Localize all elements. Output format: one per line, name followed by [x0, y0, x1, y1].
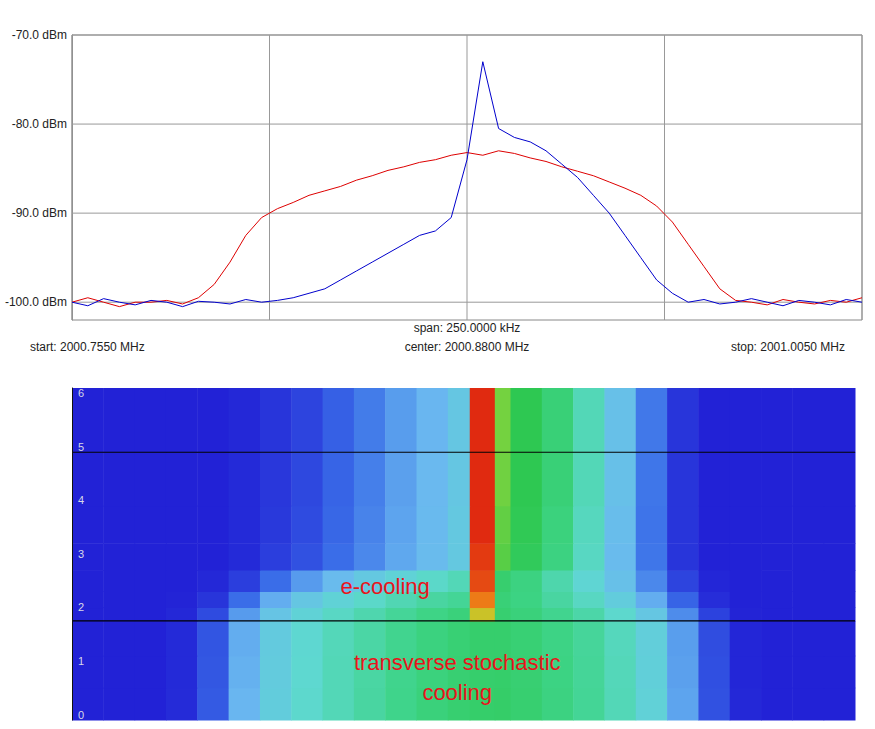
svg-text:span: 250.0000 kHz: span: 250.0000 kHz: [414, 321, 521, 335]
svg-text:0: 0: [78, 709, 84, 721]
svg-text:start: 2000.7550 MHz: start: 2000.7550 MHz: [30, 340, 145, 354]
svg-text:cooling: cooling: [422, 680, 492, 705]
svg-text:stop: 2001.0050 MHz: stop: 2001.0050 MHz: [731, 340, 845, 354]
svg-text:-80.0 dBm: -80.0 dBm: [12, 117, 67, 131]
svg-text:6: 6: [78, 387, 84, 399]
svg-text:transverse stochastic: transverse stochastic: [354, 650, 561, 675]
svg-text:e-cooling: e-cooling: [341, 574, 430, 599]
svg-text:4: 4: [78, 494, 84, 506]
svg-text:-90.0 dBm: -90.0 dBm: [12, 206, 67, 220]
svg-text:1: 1: [78, 655, 84, 667]
svg-text:-70.0 dBm: -70.0 dBm: [12, 28, 67, 42]
svg-text:2: 2: [78, 601, 84, 613]
svg-text:3: 3: [78, 548, 84, 560]
svg-text:5: 5: [78, 441, 84, 453]
svg-text:center: 2000.8800 MHz: center: 2000.8800 MHz: [405, 340, 530, 354]
svg-text:-100.0 dBm: -100.0 dBm: [5, 295, 67, 309]
